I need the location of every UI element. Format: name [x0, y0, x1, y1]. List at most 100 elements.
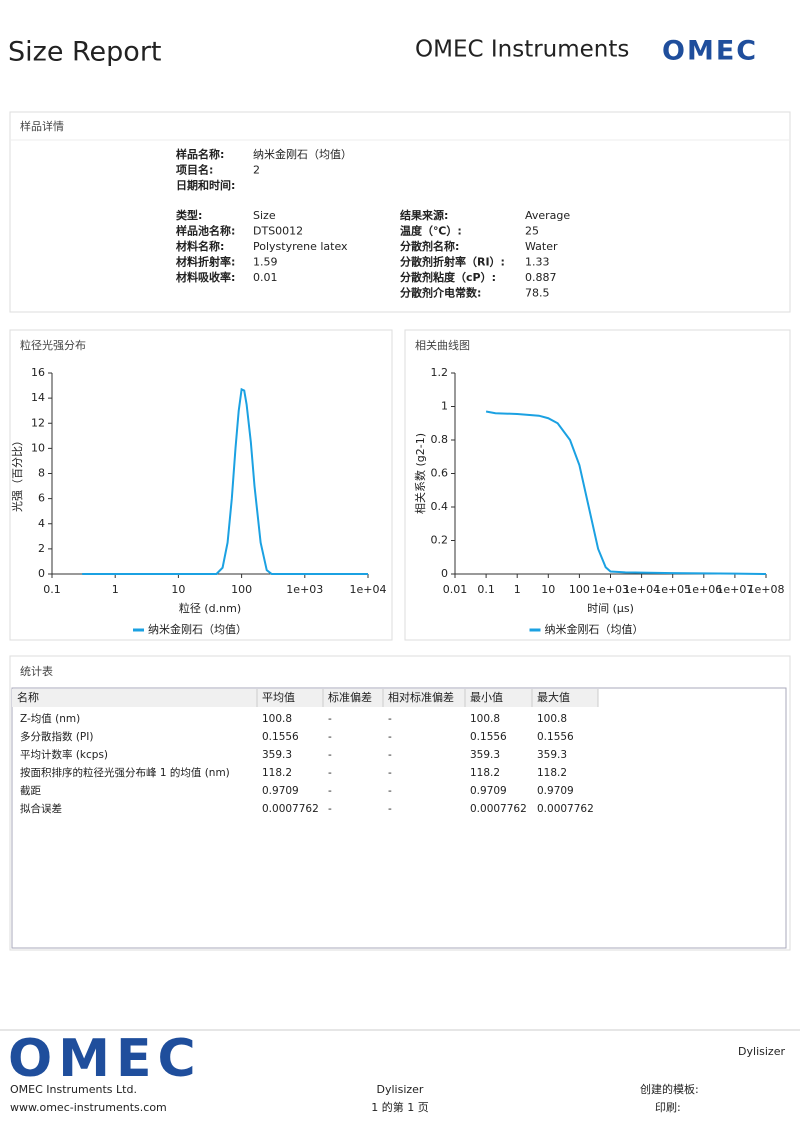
table-cell: 359.3 — [537, 749, 567, 761]
x-tick-label: 1e+03 — [592, 583, 629, 596]
field-label: 项目名: — [176, 163, 213, 177]
y-tick-label: 2 — [38, 542, 45, 555]
table-cell: - — [328, 767, 332, 779]
table-cell: 0.0007762 — [537, 803, 594, 815]
field-label: 类型: — [176, 208, 202, 222]
series-line — [485, 410, 767, 575]
chart-title: 相关曲线图 — [415, 338, 470, 352]
table-cell: 多分散指数 (PI) — [20, 730, 93, 743]
field-value: 1.59 — [253, 256, 278, 269]
table-cell: - — [388, 731, 392, 743]
x-axis-label: 粒径 (d.nm) — [179, 601, 241, 615]
x-tick-label: 100 — [231, 583, 252, 596]
field-value: DTS0012 — [253, 225, 303, 238]
table-cell: 平均计数率 (kcps) — [20, 748, 108, 761]
panel-title: 统计表 — [20, 664, 53, 678]
column-header: 平均值 — [262, 691, 295, 704]
footer-product-right: Dylisizer — [738, 1045, 785, 1058]
panel-title: 样品详情 — [20, 119, 64, 133]
table-cell: - — [328, 785, 332, 797]
chart-panel — [404, 329, 791, 641]
x-tick-label: 0.1 — [43, 583, 61, 596]
y-tick-label: 4 — [38, 517, 45, 530]
y-tick-label: 6 — [38, 492, 45, 505]
y-tick-label: 14 — [31, 391, 45, 404]
field-label: 分散剂名称: — [400, 239, 459, 253]
table-cell: - — [388, 749, 392, 761]
x-tick-label: 10 — [171, 583, 185, 596]
table-cell: - — [328, 749, 332, 761]
table-cell: - — [328, 713, 332, 725]
footer-website: www.omec-instruments.com — [10, 1101, 167, 1114]
x-tick-label: 1e+05 — [654, 583, 691, 596]
footer-print: 印刷: — [655, 1101, 681, 1114]
footer-template: 创建的模板: — [640, 1082, 699, 1096]
y-tick-label: 8 — [38, 467, 45, 480]
x-tick-label: 1 — [514, 583, 521, 596]
column-header: 标准偏差 — [328, 690, 372, 704]
table-cell: 359.3 — [470, 749, 500, 761]
field-value: Size — [253, 209, 276, 222]
table-cell: - — [388, 767, 392, 779]
x-tick-label: 1 — [112, 583, 119, 596]
table-cell: 118.2 — [470, 767, 500, 779]
column-header: 最大值 — [537, 690, 570, 704]
table-cell: 0.9709 — [262, 785, 299, 797]
column-header: 名称 — [17, 690, 39, 704]
field-label: 分散剂折射率（RI）: — [400, 255, 505, 269]
field-value: 1.33 — [525, 256, 550, 269]
table-cell: - — [388, 785, 392, 797]
table-cell: 0.0007762 — [262, 803, 319, 815]
field-label: 样品池名称: — [176, 224, 235, 238]
y-tick-label: 16 — [31, 366, 45, 379]
table-cell: 0.1556 — [537, 731, 574, 743]
table-cell: 0.1556 — [470, 731, 507, 743]
x-tick-label: 1e+04 — [350, 583, 387, 596]
x-tick-label: 1e+03 — [286, 583, 323, 596]
y-axis-label: 光强（百分比） — [10, 435, 24, 512]
y-tick-label: 0.2 — [431, 534, 449, 547]
field-label: 材料吸收率: — [176, 270, 235, 284]
table-cell: - — [388, 713, 392, 725]
field-value: 25 — [525, 225, 539, 238]
y-axis-label: 相关系数 (g2-1) — [413, 433, 427, 514]
y-tick-label: 1.2 — [431, 366, 449, 379]
y-tick-label: 0 — [441, 567, 448, 580]
field-label: 温度（℃）: — [400, 224, 462, 238]
sample-panel — [9, 111, 791, 313]
chart-panel — [9, 329, 393, 641]
y-tick-label: 0 — [38, 567, 45, 580]
x-tick-label: 1e+08 — [748, 583, 785, 596]
x-tick-label: 100 — [569, 583, 590, 596]
column-header: 最小值 — [470, 691, 503, 704]
table-cell: 100.8 — [470, 713, 500, 725]
x-tick-label: 0.01 — [443, 583, 468, 596]
table-cell: 拟合误差 — [20, 802, 62, 815]
table-cell: 118.2 — [262, 767, 292, 779]
table-cell: 100.8 — [262, 713, 292, 725]
footer-page: 1 的第 1 页 — [371, 1100, 429, 1114]
x-tick-label: 10 — [541, 583, 555, 596]
x-axis-label: 时间 (µs) — [587, 602, 634, 615]
field-label: 分散剂介电常数: — [400, 286, 481, 300]
legend-label: 纳米金刚石（均值） — [148, 622, 247, 636]
field-label: 分散剂粘度（cP）: — [400, 270, 496, 284]
table-cell: Z-均值 (nm) — [20, 712, 80, 725]
y-tick-label: 10 — [31, 441, 45, 454]
x-tick-label: 1e+04 — [623, 583, 660, 596]
table-cell: 0.0007762 — [470, 803, 527, 815]
table-cell: - — [328, 803, 332, 815]
footer-logo: OMEC — [8, 1029, 202, 1089]
footer-company: OMEC Instruments Ltd. — [10, 1083, 137, 1096]
column-header: 相对标准偏差 — [388, 690, 454, 704]
field-value: 0.01 — [253, 271, 278, 284]
field-value: 78.5 — [525, 287, 550, 300]
field-label: 结果来源: — [399, 208, 448, 222]
field-label: 日期和时间: — [176, 178, 235, 192]
table-cell: 359.3 — [262, 749, 292, 761]
field-value: Average — [525, 209, 570, 222]
chart-title: 粒径光强分布 — [20, 338, 86, 352]
company-name: OMEC Instruments — [415, 37, 629, 63]
field-label: 材料名称: — [176, 239, 224, 253]
